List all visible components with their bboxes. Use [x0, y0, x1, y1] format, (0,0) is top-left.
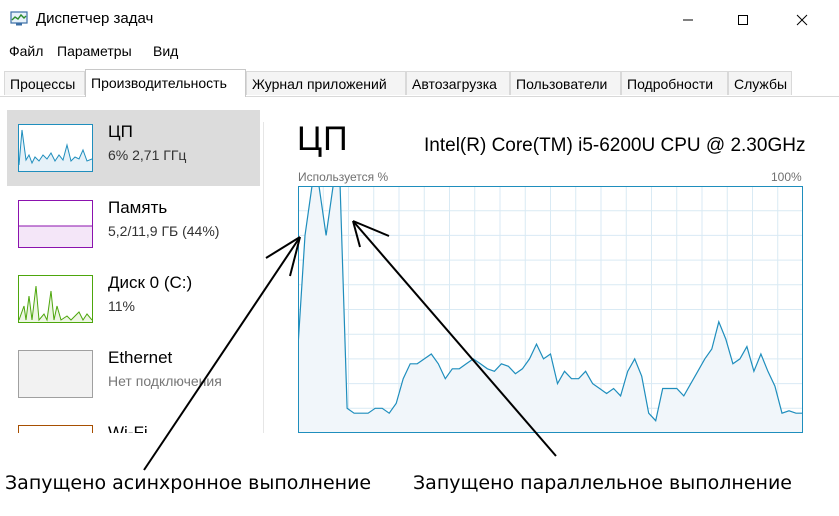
- cpu-model-name: Intel(R) Core(TM) i5-6200U CPU @ 2.30GHz: [424, 135, 806, 156]
- resource-sidebar: ЦП 6% 2,71 ГГц Память 5,2/11,9 ГБ (44%): [0, 97, 262, 433]
- title-bar: Диспетчер задач: [0, 0, 839, 40]
- maximize-icon: [738, 15, 748, 25]
- menu-options[interactable]: Параметры: [57, 43, 132, 59]
- max-axis-label: 100%: [771, 170, 802, 184]
- tab-services[interactable]: Службы: [728, 71, 792, 95]
- sidebar-item-cpu[interactable]: ЦП 6% 2,71 ГГц: [7, 110, 260, 186]
- disk-name: Диск 0 (C:): [108, 273, 193, 292]
- memory-thumbnail-graph: [18, 200, 93, 248]
- menu-file[interactable]: Файл: [9, 43, 44, 59]
- menu-bar: Файл Параметры Вид: [0, 40, 839, 62]
- close-icon: [796, 14, 808, 26]
- maximize-button[interactable]: [720, 0, 766, 40]
- wifi-thumbnail-graph: [18, 425, 93, 433]
- memory-name: Память: [108, 198, 168, 217]
- async-arrow: [143, 236, 301, 471]
- window-title: Диспетчер задач: [36, 10, 154, 27]
- tab-users[interactable]: Пользователи: [510, 71, 621, 95]
- ethernet-stats: Нет подключения: [108, 373, 222, 389]
- annotation-parallel: Запущено параллельное выполнение: [413, 472, 792, 494]
- minimize-button[interactable]: [665, 0, 711, 40]
- ethernet-thumbnail-graph: [18, 350, 93, 398]
- usage-area: [298, 186, 803, 433]
- annotation-async: Запущено асинхронное выполнение: [5, 472, 372, 494]
- usage-line: [298, 186, 803, 422]
- task-manager-icon: [10, 11, 28, 32]
- cpu-thumbnail-graph: [18, 124, 93, 172]
- disk-thumbnail-graph: [18, 275, 93, 323]
- cpu-name: ЦП: [108, 122, 133, 141]
- sidebar-item-ethernet[interactable]: Ethernet Нет подключения: [7, 336, 260, 412]
- sidebar-item-wifi[interactable]: Wi-Fi: [7, 411, 260, 433]
- tab-app-history[interactable]: Журнал приложений: [246, 71, 406, 95]
- minimize-icon: [683, 19, 693, 21]
- page-title: ЦП: [297, 120, 349, 158]
- close-button[interactable]: [779, 0, 825, 40]
- wifi-name: Wi-Fi: [108, 423, 148, 433]
- memory-stats: 5,2/11,9 ГБ (44%): [108, 223, 220, 239]
- tab-startup[interactable]: Автозагрузка: [406, 71, 510, 95]
- menu-view[interactable]: Вид: [153, 43, 179, 59]
- sidebar-item-disk[interactable]: Диск 0 (C:) 11%: [7, 261, 260, 337]
- cpu-usage-graph: [298, 186, 803, 433]
- graph-border: [298, 186, 803, 433]
- panel-divider: [263, 122, 264, 433]
- sidebar-item-memory[interactable]: Память 5,2/11,9 ГБ (44%): [7, 186, 260, 262]
- task-manager-window: Диспетчер задач Файл Параметры Вид Проце…: [0, 0, 839, 433]
- ethernet-name: Ethernet: [108, 348, 173, 367]
- cpu-stats: 6% 2,71 ГГц: [108, 147, 187, 163]
- tab-strip: Процессы Производительность Журнал прило…: [0, 69, 839, 97]
- tab-details[interactable]: Подробности: [621, 71, 728, 95]
- disk-stats: 11%: [108, 298, 135, 314]
- tab-processes[interactable]: Процессы: [4, 71, 85, 95]
- parallel-arrow: [352, 220, 557, 457]
- usage-axis-label: Используется %: [298, 170, 389, 184]
- tab-performance[interactable]: Производительность: [85, 69, 246, 97]
